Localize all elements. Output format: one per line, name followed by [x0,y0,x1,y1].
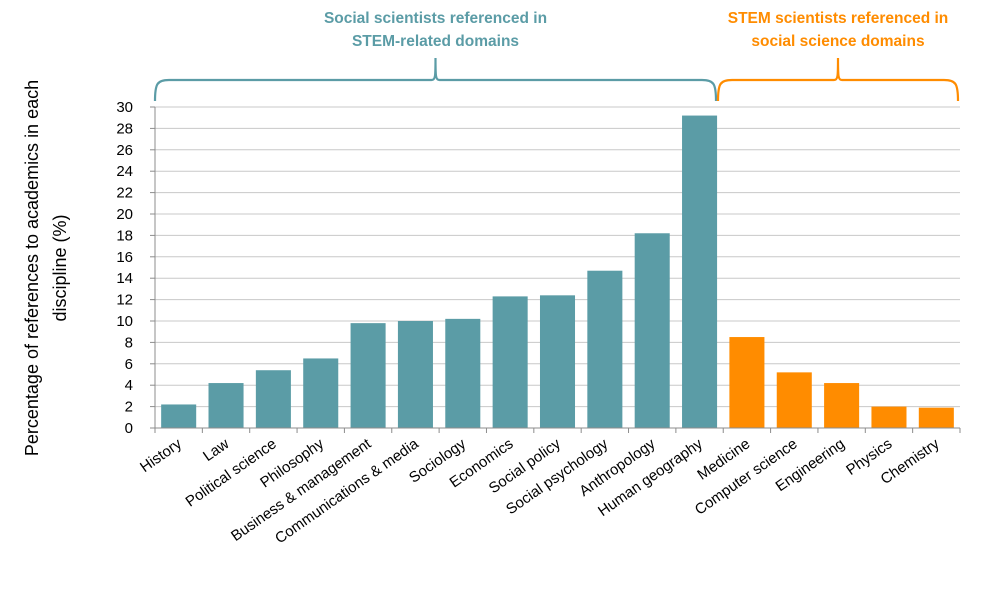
bar-computer-science [776,372,812,428]
y-axis-title-line: discipline (%) [50,214,70,321]
y-tick-label: 14 [116,270,133,287]
bar-history [161,404,197,428]
y-tick-label: 0 [125,420,133,437]
bar-sociology [445,318,481,428]
bar-social-policy [539,295,576,428]
y-tick-label: 6 [125,356,133,373]
bar-law [208,383,244,428]
bar-social-psychology [587,270,623,428]
group-annotation-line: Social scientists referenced in [324,10,547,27]
group-annotation-line: STEM scientists referenced in [728,10,949,27]
bar-economics [492,296,528,428]
group-annotation-line: social science domains [751,33,924,50]
x-category-label: History [137,435,185,476]
bar-philosophy [303,358,339,428]
group-annotation: Social scientists referenced in STEM-rela… [324,10,547,50]
bars [161,115,954,428]
y-axis-title-line: Percentage of references to academics in… [22,80,42,456]
group-brackets: Social scientists referenced in STEM-rela… [153,10,960,102]
x-category-label: Law [200,435,232,465]
group-bracket [153,57,718,102]
y-tick-label: 4 [125,377,133,394]
bar-political-science [255,370,291,428]
y-tick-label: 28 [116,120,133,137]
y-tick-label: 8 [125,334,133,351]
bar-anthropology [634,233,670,428]
group-annotation-line: STEM-related domains [352,33,519,50]
bar-chemistry [918,407,954,428]
bar-engineering [824,383,860,428]
y-tick-label: 22 [116,185,133,202]
bar-medicine [729,337,765,428]
y-axis-title: Percentage of references to academics in… [22,80,70,456]
bar-communications-media [397,321,433,428]
y-tick-label: 24 [116,163,133,180]
y-tick-label: 26 [116,142,133,159]
bar-business-management [350,323,386,428]
y-tick-label: 18 [116,227,133,244]
y-tick-label: 16 [116,249,133,266]
y-tick-label: 30 [116,99,133,116]
axes [150,106,961,433]
y-tick-label: 2 [125,399,133,416]
group-annotation: STEM scientists referenced in social scie… [728,10,949,50]
y-tick-label: 10 [116,313,133,330]
bar-human-geography [682,115,718,428]
bar-physics [871,406,907,428]
group-bracket [716,57,960,102]
y-tick-label: 12 [116,292,133,309]
y-tick-label: 20 [116,206,133,223]
